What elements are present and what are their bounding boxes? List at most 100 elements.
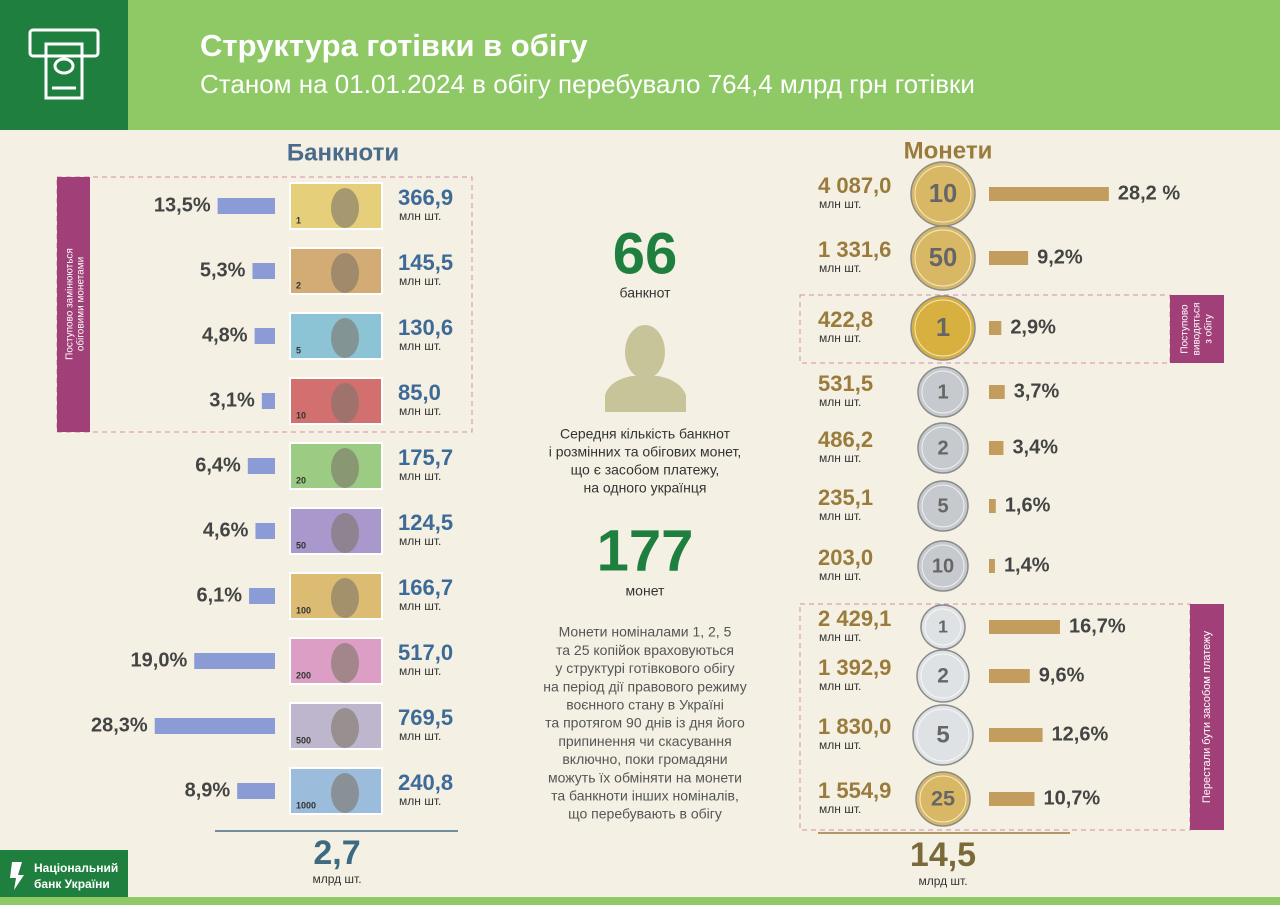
note-line: включно, поки громадяни [562,751,727,767]
footer-band [0,897,1280,905]
person-icon [605,325,686,412]
unit: млн шт. [399,469,441,483]
banknote-portrait [331,318,359,358]
coin-image [917,422,969,474]
coin-rim [914,299,972,357]
share-bar [989,669,1030,683]
banknote-portrait [331,643,359,683]
footer-icon [10,862,24,890]
total-unit: млрд шт. [918,874,967,888]
share-bar [989,321,1002,335]
share-bar [247,458,275,474]
coin-image [917,366,969,418]
count: 517,0 [398,640,453,665]
share-bar [194,653,275,669]
note-line: воєнного стану в Україні [566,697,724,713]
unit: млн шт. [399,209,441,223]
share-label: 9,6% [1039,664,1085,686]
unit: млн шт. [399,599,441,613]
share-label: 3,7% [1014,380,1060,402]
coin-image [915,771,971,827]
banknotes-title: Банкноти [287,139,399,166]
share-bar [249,588,275,604]
header-band [0,0,1280,130]
banknote-portrait [331,253,359,293]
share-label: 28,2 % [1118,182,1180,204]
note-line: та 25 копійок враховуються [556,642,734,658]
note-line: та банкноти інших номіналів, [551,788,739,804]
coin-image [910,295,976,361]
notes-word: банкнот [620,285,672,301]
count: 486,2 [818,427,873,452]
coin-face: 1 [937,381,948,403]
banknote-portrait [331,383,359,423]
unit: млн шт. [819,569,861,583]
count: 235,1 [818,485,873,510]
coin-rim [921,426,965,470]
coin-rim [919,775,967,823]
share-label: 9,2% [1037,246,1083,268]
unit: млн шт. [819,630,861,644]
coin-image [916,649,970,703]
share-bar [252,263,275,279]
note-line: що перебувають в обігу [568,806,722,822]
count: 1 830,0 [818,714,891,739]
caption-line: що є засобом платежу, [571,462,720,478]
withdrawn-box [799,294,1171,364]
unit: млн шт. [819,261,861,275]
subtitle: Станом на 01.01.2024 в обігу перебувало … [200,69,975,99]
total-unit: млрд шт. [312,872,361,886]
unit: млн шт. [819,738,861,752]
note-line: можуть їх обміняти на монети [548,769,742,785]
share-bar [989,441,1004,455]
side-label: Перестали бути засобом платежу [1201,630,1213,803]
banknote-face: 5 [296,345,301,355]
count: 166,7 [398,575,453,600]
coin-face: 2 [937,437,948,459]
banknote-portrait [331,708,359,748]
banknote-face: 200 [296,670,311,680]
caption-line: і розмінних та обігових монет, [549,444,742,460]
count: 85,0 [398,380,441,405]
coin-face: 1 [936,314,950,342]
share-label: 12,6% [1052,723,1109,745]
count: 769,5 [398,705,453,730]
coins-average: 177 [597,518,694,583]
count: 1 554,9 [818,778,891,803]
count: 1 331,6 [818,237,891,262]
count: 124,5 [398,510,453,535]
share-bar [237,783,275,799]
count: 175,7 [398,445,453,470]
side-label: Поступово замінюються [65,248,76,360]
banknote-portrait [331,513,359,553]
share-label: 6,1% [196,584,242,606]
invalid-box [799,603,1191,831]
title: Структура готівки в обігу [200,28,588,63]
coin-face: 5 [937,495,948,517]
count: 130,6 [398,315,453,340]
note-line: на період дії правового режиму [543,678,746,694]
coin-image [917,480,969,532]
share-bar [989,792,1035,806]
coin-face: 1 [938,617,948,637]
notes-average: 66 [613,221,678,286]
share-bar [154,718,275,734]
coin-rim [916,708,970,762]
share-bar [254,328,275,344]
banknote-portrait [331,578,359,618]
share-bar [989,728,1043,742]
share-label: 2,9% [1010,316,1056,338]
unit: млн шт. [819,395,861,409]
note-line: та протягом 90 днів із дня його [545,715,745,731]
share-bar [989,187,1109,201]
coin-face: 10 [929,180,957,208]
atm-icon [28,28,100,100]
unit: млн шт. [399,274,441,288]
share-bar [989,499,996,513]
share-label: 5,3% [200,259,246,281]
share-label: 4,8% [202,324,248,346]
coin-face: 5 [936,721,949,748]
unit: млн шт. [399,794,441,808]
share-label: 6,4% [195,454,241,476]
